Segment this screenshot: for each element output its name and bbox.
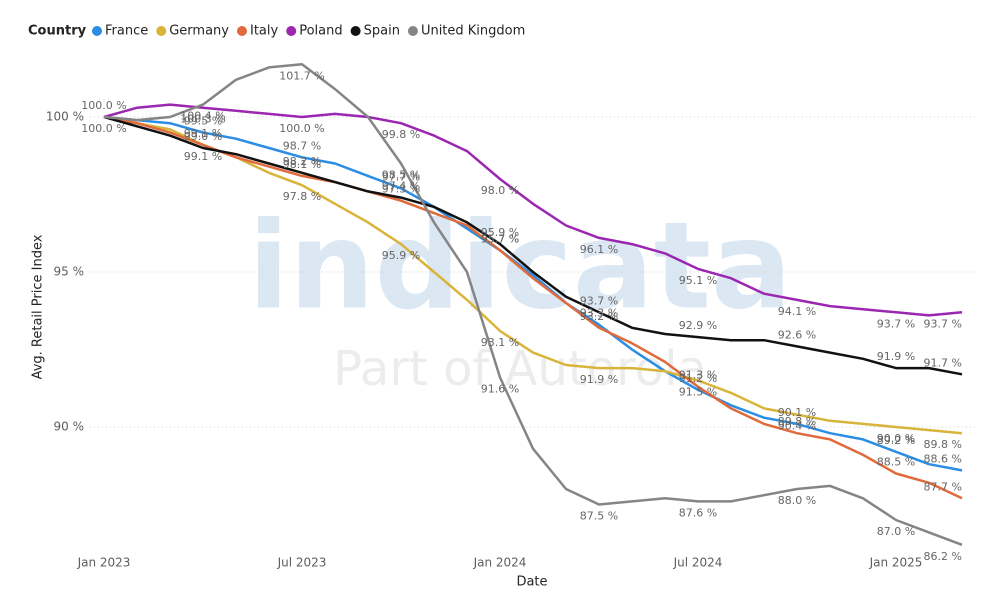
data-label: 88.5 %	[877, 456, 915, 469]
legend-label: Spain	[364, 24, 400, 39]
data-label: 91.3 %	[679, 369, 717, 382]
data-label: 98.7 %	[283, 139, 321, 152]
x-tick-label: Jul 2024	[673, 556, 723, 570]
data-label: 95.7 %	[481, 232, 519, 245]
data-label: 101.7 %	[279, 69, 324, 82]
legend-label: Germany	[169, 24, 229, 39]
data-label: 97.8 %	[283, 190, 321, 203]
legend-marker	[407, 26, 418, 36]
data-label: 86.2 %	[924, 550, 962, 563]
x-tick-label: Jan 2023	[77, 556, 131, 570]
data-label: 89.2 %	[877, 434, 915, 447]
data-label: 95.9 %	[382, 249, 420, 262]
data-label: 95.9 %	[481, 226, 519, 239]
series-line	[103, 115, 963, 472]
data-label: 93.3 %	[580, 307, 618, 320]
data-label: 100.0 %	[279, 122, 324, 135]
data-label: 90.0 %	[877, 432, 915, 445]
data-label: 92.6 %	[778, 328, 816, 341]
series-line	[103, 115, 963, 435]
data-label: 91.5 %	[679, 386, 717, 399]
data-label: 98.2 %	[283, 155, 321, 168]
legend-marker	[92, 26, 102, 36]
data-label: 95.1 %	[679, 274, 717, 287]
data-label: 88.6 %	[924, 452, 962, 465]
data-label: 93.7 %	[924, 317, 962, 330]
data-label: 98.5 %	[382, 169, 420, 182]
data-label: 90.4 %	[778, 420, 816, 433]
data-label: 97.7 %	[382, 170, 420, 183]
data-label: 92.9 %	[679, 319, 717, 332]
legend-marker	[156, 26, 167, 36]
legend-label: Poland	[299, 24, 342, 39]
data-label: 91.6 %	[481, 382, 519, 395]
data-label: 88.0 %	[778, 494, 816, 507]
data-label: 97.4 %	[382, 180, 420, 193]
data-label: 87.7 %	[924, 480, 962, 493]
y-tick-label: 95 %	[54, 265, 85, 279]
data-label: 98.0 %	[481, 184, 519, 197]
data-label: 91.9 %	[580, 373, 618, 386]
data-label: 91.7 %	[924, 356, 962, 369]
data-label: 87.5 %	[580, 510, 618, 523]
legend-title: Country	[28, 24, 87, 39]
data-label: 98.1 %	[283, 158, 321, 171]
y-tick-label: 90 %	[54, 420, 85, 434]
data-label: 99.0 %	[184, 130, 222, 143]
x-tick-label: Jul 2023	[277, 556, 327, 570]
series-line	[103, 63, 963, 546]
data-label: 95.7 %	[481, 232, 519, 245]
data-label: 91.2 %	[679, 372, 717, 385]
series-line	[103, 115, 963, 500]
data-label: 93.7 %	[580, 294, 618, 307]
y-tick-label: 100 %	[46, 110, 84, 124]
series-line	[103, 103, 963, 317]
series-line	[103, 115, 963, 376]
legend-label: France	[105, 24, 148, 39]
data-label: 97.3 %	[382, 183, 420, 196]
x-tick-label: Jan 2025	[869, 556, 923, 570]
data-label: 91.9 %	[877, 350, 915, 363]
data-label: 87.0 %	[877, 525, 915, 538]
data-label: 99.1 %	[184, 150, 222, 163]
data-label: 99.8 %	[382, 128, 420, 141]
data-label: 93.2 %	[580, 310, 618, 323]
data-label: 100.3 %	[180, 113, 225, 126]
data-label: 100.0 %	[81, 99, 126, 112]
legend-label: Italy	[250, 24, 279, 39]
y-axis-title: Avg. Retail Price Index	[31, 234, 46, 379]
legend-marker	[350, 26, 361, 36]
data-label: 100.4 %	[180, 110, 225, 123]
x-axis-title: Date	[516, 575, 547, 590]
legend-label: United Kingdom	[421, 24, 525, 39]
data-label: 99.5 %	[184, 115, 222, 128]
data-label: 93.1 %	[481, 336, 519, 349]
data-label: 89.8 %	[778, 415, 816, 428]
data-label: 89.8 %	[924, 438, 962, 451]
data-label: 87.6 %	[679, 506, 717, 519]
data-label: 94.1 %	[778, 305, 816, 318]
data-label: 90.1 %	[778, 406, 816, 419]
x-tick-label: Jan 2024	[473, 556, 527, 570]
data-label: 93.7 %	[877, 317, 915, 330]
data-label: 99.1 %	[184, 127, 222, 140]
legend-marker	[237, 26, 247, 36]
data-label: 96.1 %	[580, 243, 618, 256]
legend-marker	[286, 26, 297, 36]
data-label: 100.0 %	[81, 122, 126, 135]
